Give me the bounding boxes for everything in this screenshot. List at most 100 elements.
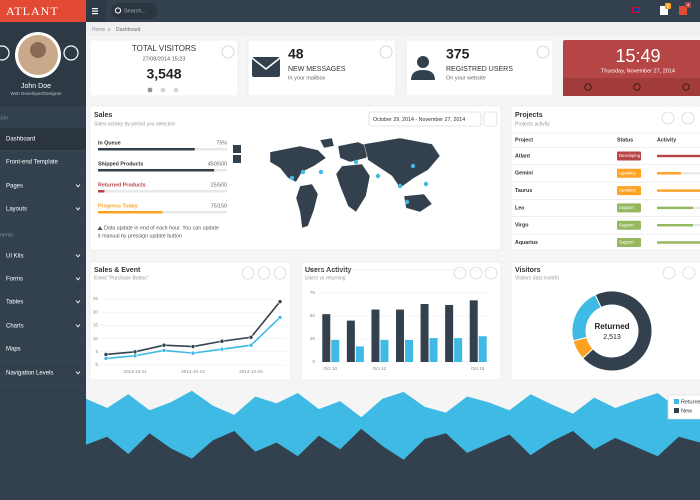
carousel-dot[interactable] bbox=[173, 87, 179, 93]
map-marker[interactable] bbox=[300, 169, 306, 175]
line-point bbox=[248, 342, 254, 348]
map-marker[interactable] bbox=[423, 181, 429, 187]
clock-icon[interactable] bbox=[682, 83, 690, 91]
map-marker[interactable] bbox=[397, 183, 403, 189]
panel-subtitle: Event "Purchase Button" bbox=[94, 275, 149, 281]
nav-chevron bbox=[75, 371, 81, 375]
nav-item[interactable]: Layouts bbox=[6, 207, 27, 213]
carousel-dot[interactable] bbox=[147, 87, 153, 93]
clock-icon[interactable] bbox=[584, 83, 592, 91]
status-badge bbox=[617, 203, 641, 213]
pie-slice bbox=[571, 294, 602, 342]
x-tick-label: Oct 16 bbox=[471, 366, 485, 371]
profile-button[interactable] bbox=[63, 45, 79, 61]
widget-close[interactable] bbox=[379, 45, 393, 59]
legend-label: Returned bbox=[681, 399, 700, 405]
x-tick-label: 2014-10-13 bbox=[181, 369, 205, 374]
sales-note: Data update in end of each hour. You can… bbox=[104, 225, 219, 231]
panel-button[interactable] bbox=[661, 111, 675, 125]
tasks-icon[interactable] bbox=[679, 6, 687, 15]
line-point bbox=[219, 346, 225, 352]
nav-chevron bbox=[75, 300, 81, 304]
messages-icon[interactable] bbox=[660, 6, 668, 15]
nav-item[interactable]: Dashboard bbox=[6, 137, 35, 143]
panel-button[interactable] bbox=[241, 266, 255, 280]
widget-subtitle: On your website bbox=[446, 75, 486, 81]
nav-chevron bbox=[75, 277, 81, 281]
activity-bar bbox=[657, 189, 700, 192]
date-range[interactable] bbox=[368, 111, 482, 127]
breadcrumb-bar bbox=[86, 22, 700, 36]
map-marker[interactable] bbox=[404, 199, 410, 205]
line-point bbox=[277, 315, 283, 320]
breadcrumb-item[interactable]: Home bbox=[92, 27, 106, 33]
warning-icon bbox=[97, 226, 103, 230]
profile-button[interactable] bbox=[0, 45, 10, 61]
nav-active bbox=[0, 128, 86, 150]
status-badge bbox=[617, 220, 641, 230]
project-name: Aquarius bbox=[515, 240, 538, 246]
nav-chevron bbox=[75, 207, 81, 211]
nav-item[interactable]: Tables bbox=[6, 300, 23, 306]
status-text: Support bbox=[619, 222, 635, 227]
flag-blue bbox=[633, 8, 639, 12]
progress-bar bbox=[98, 169, 215, 172]
map-marker[interactable] bbox=[289, 175, 295, 181]
panel-title: Sales & Event bbox=[94, 267, 141, 274]
map-marker[interactable] bbox=[353, 159, 359, 165]
breadcrumb-sep bbox=[107, 27, 111, 32]
badge bbox=[685, 2, 691, 8]
panel-button[interactable] bbox=[453, 266, 467, 280]
nav-item[interactable]: UI Kits bbox=[6, 254, 24, 260]
widget-count: 375 bbox=[446, 46, 470, 62]
widget-close[interactable] bbox=[536, 45, 550, 59]
search-box[interactable] bbox=[111, 3, 157, 19]
nav-item[interactable]: Forms bbox=[6, 277, 23, 283]
panel-button[interactable] bbox=[469, 266, 483, 280]
donut-value: 2,513 bbox=[603, 334, 621, 341]
nav-item[interactable]: Charts bbox=[6, 324, 24, 330]
map-region bbox=[335, 163, 371, 213]
y-tick-label: 0 bbox=[95, 362, 98, 367]
panel-button[interactable] bbox=[257, 266, 271, 280]
nav-item[interactable]: Front-end Template bbox=[6, 160, 59, 166]
panel-button[interactable] bbox=[484, 266, 498, 280]
nav-item[interactable]: Maps bbox=[6, 347, 21, 353]
map-region bbox=[363, 137, 441, 189]
progress-label: Progress Today bbox=[98, 203, 138, 209]
bar bbox=[331, 339, 340, 362]
nav-item[interactable]: Navigation Levels bbox=[6, 371, 53, 377]
widget-count: 48 bbox=[288, 46, 304, 62]
map-marker[interactable] bbox=[410, 163, 416, 169]
map-region bbox=[337, 141, 373, 163]
widget-subtitle: In your mailbox bbox=[288, 75, 326, 81]
nav-chevron bbox=[75, 184, 81, 188]
panel-button[interactable] bbox=[273, 266, 287, 280]
map-marker[interactable] bbox=[318, 169, 324, 175]
donut-label: Returned bbox=[594, 322, 629, 331]
brand-bar bbox=[0, 0, 86, 22]
carousel-dot[interactable] bbox=[160, 87, 166, 93]
panel-button[interactable] bbox=[662, 266, 676, 280]
project-name: Taurus bbox=[515, 188, 532, 194]
zoom-button[interactable] bbox=[233, 155, 241, 163]
line-point bbox=[161, 342, 167, 348]
progress-value: 25/500 bbox=[211, 182, 227, 188]
map-marker[interactable] bbox=[375, 173, 381, 179]
bar bbox=[346, 320, 355, 362]
widget-close[interactable] bbox=[221, 45, 235, 59]
status-text: Updating bbox=[619, 188, 636, 193]
nav-item[interactable]: Pages bbox=[6, 184, 23, 190]
topbar bbox=[86, 0, 700, 22]
bar bbox=[445, 304, 454, 362]
zoom-button[interactable] bbox=[233, 145, 241, 153]
panel-button[interactable] bbox=[682, 266, 696, 280]
panel-button[interactable] bbox=[483, 111, 498, 127]
panel-button[interactable] bbox=[681, 111, 695, 125]
y-tick-label: 10 bbox=[93, 336, 99, 341]
clock-icon[interactable] bbox=[633, 83, 641, 91]
y-tick-label: 5 bbox=[95, 349, 98, 354]
table-header: Project bbox=[515, 137, 533, 143]
